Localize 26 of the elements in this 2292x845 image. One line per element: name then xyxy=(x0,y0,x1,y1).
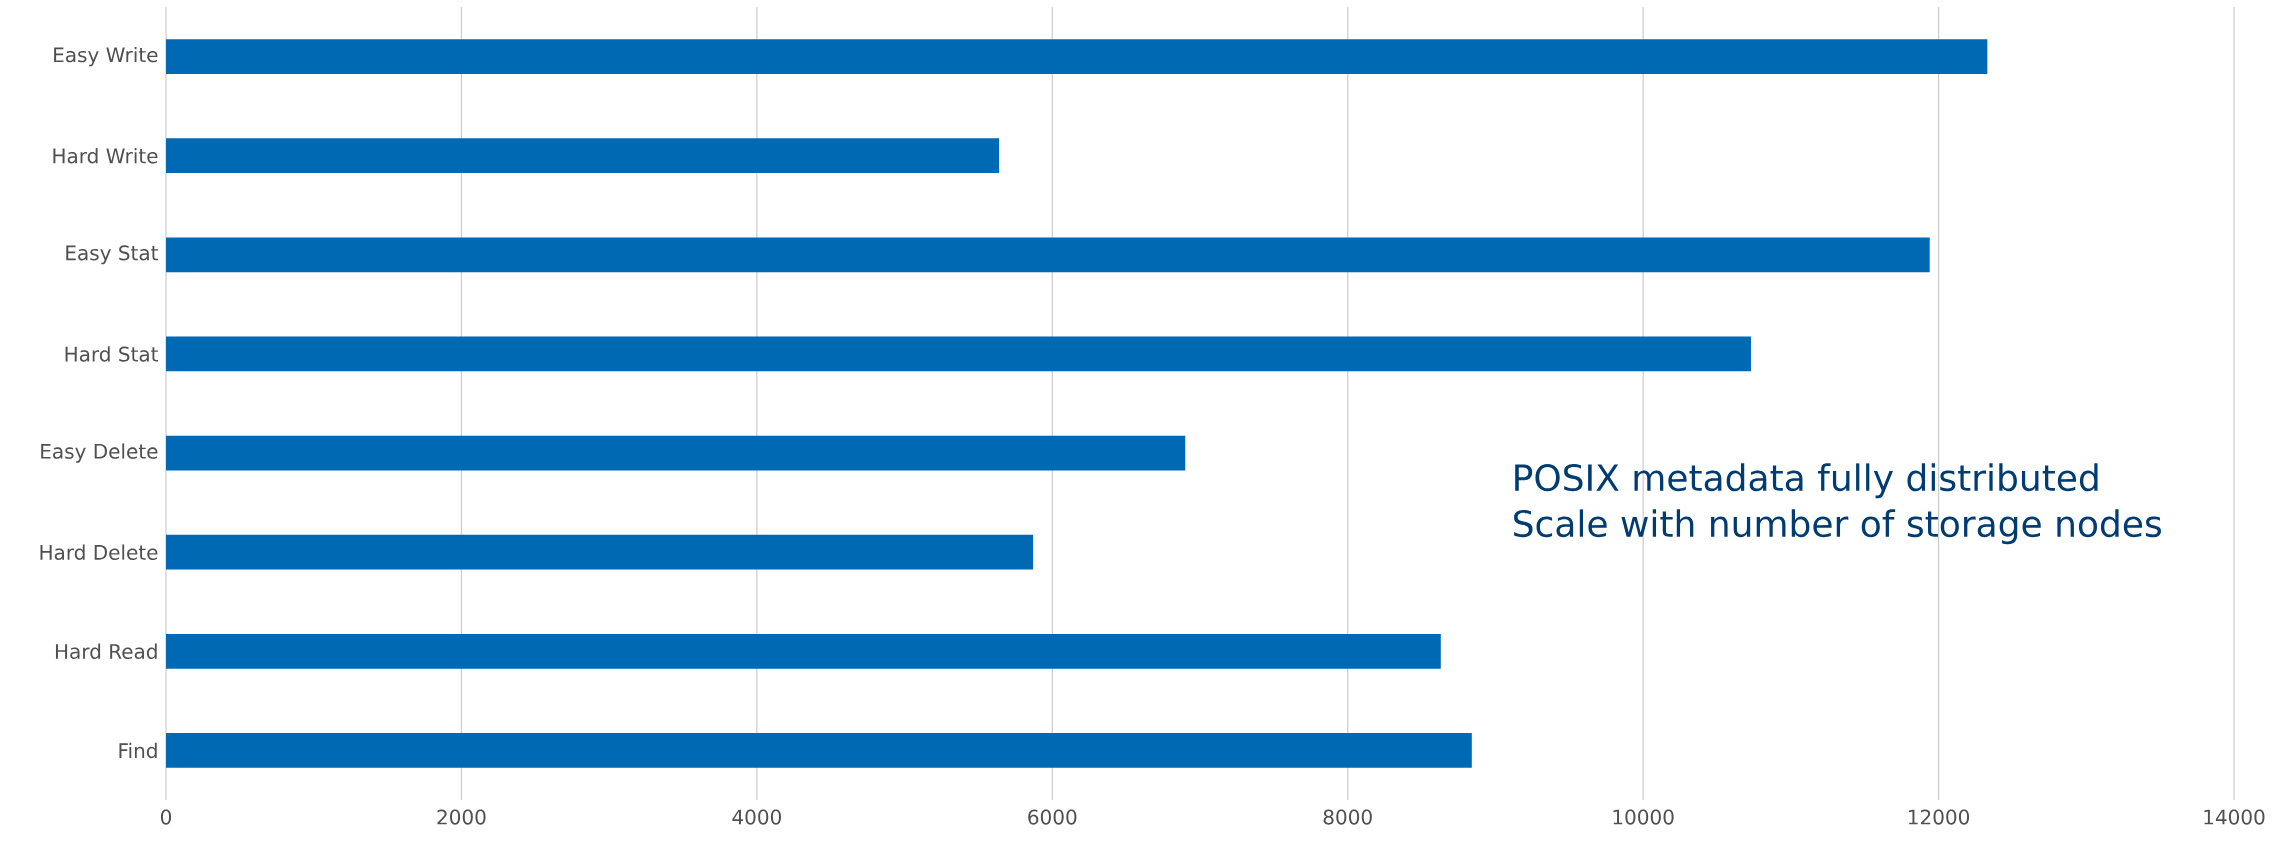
annotation: Scale with number of storage nodes xyxy=(1514,509,2161,545)
bar xyxy=(166,633,1441,669)
bar xyxy=(166,733,1472,768)
x-tick-label: 8000 xyxy=(1323,809,1372,825)
bar xyxy=(166,534,1034,570)
annotation: POSIX metadata fully distributed xyxy=(1515,463,2098,499)
x-tick-label: 6000 xyxy=(1028,809,1077,825)
x-tick-label: 0 xyxy=(160,809,172,825)
x-tick-label: 4000 xyxy=(732,809,781,825)
y-tick-label: Easy Stat xyxy=(66,245,158,265)
bar xyxy=(166,138,1000,174)
x-tick-label: 10000 xyxy=(1613,809,1674,825)
bar xyxy=(166,237,1930,273)
y-tick-label: Hard Delete xyxy=(40,544,158,560)
y-tick-label: Hard Write xyxy=(53,147,158,164)
bar xyxy=(166,39,1988,74)
y-tick-label: Easy Write xyxy=(54,46,158,67)
y-tick-label: Hard Read xyxy=(55,643,157,660)
x-tick-label: 12000 xyxy=(1908,809,1970,825)
bar xyxy=(166,435,1186,471)
y-tick-label: Easy Delete xyxy=(41,443,158,463)
y-tick-label: Find xyxy=(119,742,157,759)
x-tick-label: 14000 xyxy=(2204,809,2265,825)
x-tick-label: 2000 xyxy=(437,809,486,825)
y-tick-label: Hard Stat xyxy=(65,346,158,362)
bar xyxy=(166,336,1751,372)
